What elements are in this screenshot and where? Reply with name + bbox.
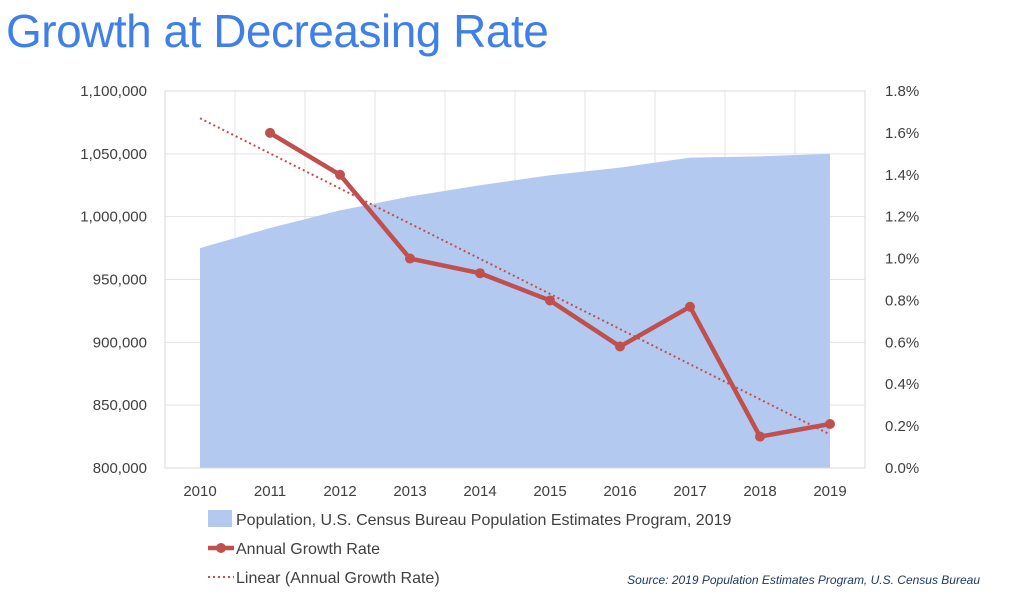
legend: Population, U.S. Census Bureau Populatio… [208, 510, 731, 587]
right-tick-label: 1.2% [885, 209, 919, 226]
legend-line-label: Annual Growth Rate [236, 541, 380, 558]
x-tick-label: 2012 [323, 483, 356, 500]
x-tick-label: 2014 [463, 483, 496, 500]
population-area [200, 153, 830, 469]
right-tick-label: 1.6% [885, 125, 919, 142]
x-axis: 2010 2011 2012 2013 2014 2015 2016 2017 2018 2019 [183, 483, 846, 500]
plot-area-frame [164, 90, 866, 469]
page-title: Growth at Decreasing Rate [6, 5, 549, 57]
x-tick-label: 2018 [743, 483, 776, 500]
growth-rate-point [475, 268, 485, 279]
left-tick-label: 850,000 [93, 397, 147, 414]
legend-area-label: Population, U.S. Census Bureau Populatio… [236, 512, 731, 529]
legend-trend-label: Linear (Annual Growth Rate) [236, 570, 440, 587]
left-tick-label: 950,000 [93, 272, 147, 289]
growth-rate-point [335, 169, 345, 180]
legend-line-marker [216, 543, 226, 553]
growth-rate-series [265, 127, 835, 442]
growth-rate-point [265, 127, 275, 138]
left-tick-label: 1,050,000 [80, 146, 147, 163]
right-y-axis: 0.0% 0.2% 0.4% 0.6% 0.8% 1.0% 1.2% 1.4% 1.6% 1.8% [885, 83, 919, 477]
left-y-axis: 800,000 850,000 900,000 950,000 1,000,000 1,0… [80, 83, 147, 477]
left-tick-label: 900,000 [93, 334, 147, 351]
right-tick-label: 0.0% [885, 460, 919, 477]
right-tick-label: 0.6% [885, 334, 919, 351]
left-tick-label: 1,000,000 [80, 209, 147, 226]
right-tick-label: 0.8% [885, 292, 919, 309]
x-tick-label: 2015 [533, 483, 566, 500]
growth-rate-point [405, 253, 415, 264]
right-tick-label: 1.8% [885, 83, 919, 100]
right-tick-label: 1.0% [885, 251, 919, 268]
growth-rate-point [545, 295, 555, 306]
x-tick-label: 2019 [813, 483, 846, 500]
x-tick-label: 2016 [603, 483, 636, 500]
population-area-series [200, 153, 830, 469]
growth-rate-point [615, 341, 625, 352]
x-tick-label: 2010 [183, 483, 216, 500]
growth-rate-point [755, 431, 765, 442]
x-tick-label: 2013 [393, 483, 426, 500]
x-tick-label: 2011 [254, 483, 286, 500]
left-tick-label: 800,000 [93, 460, 147, 477]
growth-rate-point [685, 301, 695, 312]
source-note: Source: 2019 Population Estimates Progra… [627, 573, 980, 587]
right-tick-label: 0.2% [885, 418, 919, 435]
right-tick-label: 0.4% [885, 376, 919, 393]
legend-area-swatch [208, 510, 232, 527]
growth-rate-point [825, 419, 835, 430]
x-tick-label: 2017 [673, 483, 706, 500]
right-tick-label: 1.4% [885, 167, 919, 184]
left-tick-label: 1,100,000 [80, 83, 147, 100]
